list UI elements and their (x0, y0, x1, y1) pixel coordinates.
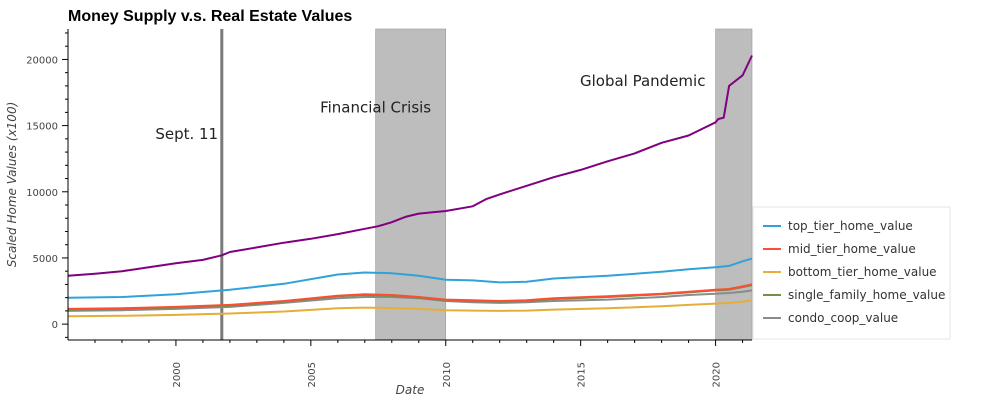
x-tick-label: 2015 (577, 362, 588, 387)
series-line-condo_coop_value (67, 289, 753, 312)
legend-label-condo_coop_value: condo_coop_value (788, 311, 898, 325)
y-tick-label: 5000 (33, 254, 58, 265)
legend-label-single_family_home_value: single_family_home_value (788, 288, 945, 302)
series-line-bottom_tier_home_value (67, 299, 753, 318)
x-tick-label: 2020 (712, 362, 723, 387)
y-tick-label: 15000 (26, 122, 58, 133)
x-axis-label: Date (396, 383, 425, 397)
y-tick-label: 20000 (26, 55, 58, 66)
y-axis-label: Scaled Home Values (x100) (5, 102, 19, 268)
series-line-money-supply (67, 55, 753, 277)
chart-title: Money Supply v.s. Real Estate Values (68, 8, 352, 25)
series-line-mid_tier_home_value (67, 283, 753, 310)
x-tick-label: 2005 (307, 362, 318, 387)
series-line-top_tier_home_value (67, 257, 753, 299)
legend-label-bottom_tier_home_value: bottom_tier_home_value (788, 265, 937, 279)
legend-label-top_tier_home_value: top_tier_home_value (788, 219, 913, 233)
legend-label-mid_tier_home_value: mid_tier_home_value (788, 242, 916, 256)
annotation-2: Global Pandemic (580, 72, 705, 90)
legend-box (752, 206, 951, 340)
y-tick-label: 10000 (26, 188, 58, 199)
y-tick-label: 0 (52, 320, 58, 331)
x-tick-label: 2010 (442, 362, 453, 387)
shaded-period-1 (375, 28, 447, 341)
x-tick-label: 2000 (172, 362, 183, 387)
annotation-1: Financial Crisis (320, 98, 431, 116)
annotation-0: Sept. 11 (155, 125, 218, 143)
